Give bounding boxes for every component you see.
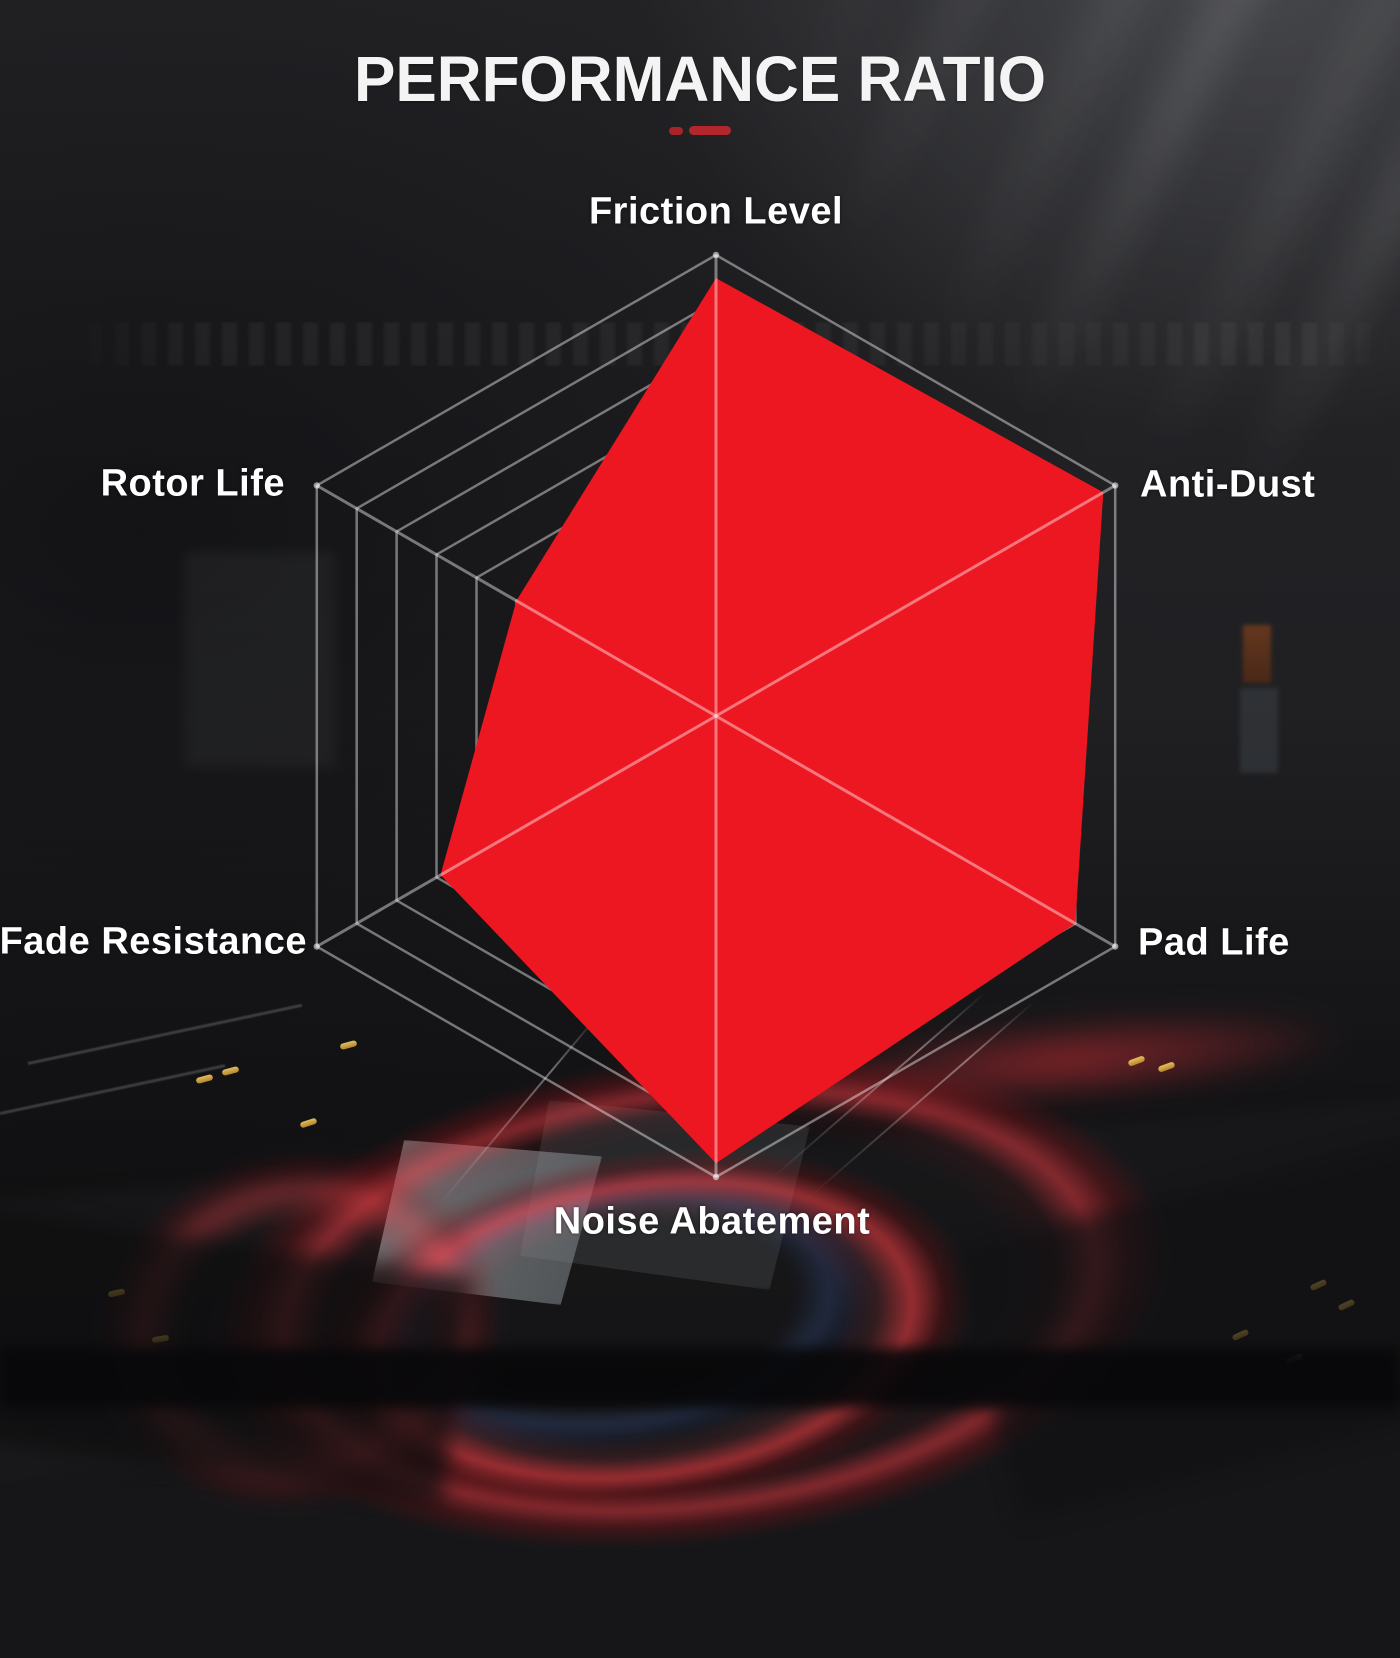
title-block: PERFORMANCE RATIO xyxy=(0,42,1400,135)
grid-spoke-2 xyxy=(715,714,1116,948)
axis-label-anti-dust: Anti-Dust xyxy=(1140,463,1316,506)
title-underline xyxy=(0,126,1400,135)
axis-label-pad-life: Pad Life xyxy=(1138,921,1290,964)
grid-spokes xyxy=(316,255,1116,1177)
faint-wall-panel xyxy=(185,552,335,767)
axis-label-fade-resistance: Fade Resistance xyxy=(0,920,307,963)
radar-chart xyxy=(313,251,1119,1181)
grid-node-2 xyxy=(1112,943,1119,950)
grid-node-1 xyxy=(1112,482,1119,489)
data-polygon xyxy=(440,278,1104,1164)
grid-node-4 xyxy=(313,943,320,950)
grid-spoke-1 xyxy=(715,484,1116,718)
title-underline-short-dash xyxy=(669,126,683,135)
bottom-dark-strip xyxy=(0,1348,1400,1408)
page-title: PERFORMANCE RATIO xyxy=(353,43,1047,115)
grid-node-3 xyxy=(712,1173,720,1181)
axis-label-noise-abatement: Noise Abatement xyxy=(553,1200,871,1243)
axis-label-friction-level: Friction Level xyxy=(588,190,844,233)
title-underline-long-dash xyxy=(689,126,731,135)
machine-orange-light xyxy=(1243,625,1271,683)
axis-labels-layer: Friction Level Anti-Dust Pad Life Noise Aba… xyxy=(0,190,1316,1243)
grid-corner-nodes xyxy=(313,251,1119,1181)
axis-label-rotor-life: Rotor Life xyxy=(100,462,285,505)
grid-spoke-5 xyxy=(316,484,717,718)
grid-node-5 xyxy=(313,482,320,489)
grid-spoke-4 xyxy=(316,714,717,948)
grid-node-0 xyxy=(712,251,720,259)
machine-gray-strip xyxy=(1240,688,1278,773)
